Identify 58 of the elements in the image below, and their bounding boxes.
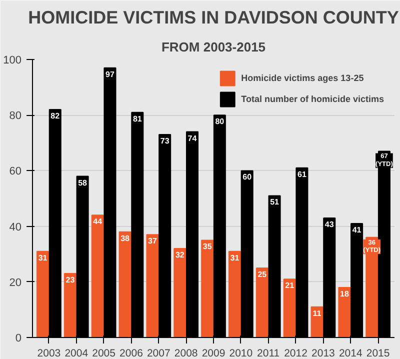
data-label: 37	[148, 236, 158, 246]
bar	[36, 250, 50, 338]
legend-label: Homicide victims ages 13-25	[241, 73, 364, 83]
data-label: 61	[297, 170, 307, 179]
x-tick-label: 2007	[146, 348, 170, 359]
data-label: 32	[175, 250, 185, 260]
x-tick-label: 2006	[120, 348, 144, 359]
y-tick-label: 60	[9, 166, 22, 178]
data-label: 31	[38, 253, 48, 262]
x-tick-label: 2012	[284, 348, 308, 359]
legend-label: Total number of homicide victims	[241, 94, 384, 104]
data-label: 31	[230, 253, 240, 262]
bar	[256, 268, 268, 338]
data-label: 18	[340, 289, 350, 298]
x-tick-label: 2009	[202, 348, 226, 359]
y-tick-label: 100	[3, 54, 22, 66]
bar	[146, 234, 159, 338]
x-tick-label: 2010	[229, 348, 253, 359]
y-tick-label: 20	[9, 276, 22, 289]
bar	[283, 278, 296, 338]
data-label: 82	[50, 112, 60, 121]
data-label: 97	[106, 70, 115, 79]
bar	[201, 240, 214, 338]
x-tick-label: 2015	[366, 348, 390, 359]
bar	[338, 286, 351, 338]
x-tick-label: 2013	[312, 348, 336, 359]
data-label: 44	[93, 217, 103, 226]
data-label: 58	[78, 178, 88, 188]
data-label: 41	[352, 226, 362, 235]
data-label: 25	[258, 270, 268, 279]
data-label: 81	[132, 114, 142, 124]
y-tick-label: 80	[9, 110, 22, 122]
y-tick-label: 0	[15, 332, 22, 344]
data-label: 80	[215, 117, 225, 126]
bar	[91, 214, 104, 338]
x-tick-label: 2014	[338, 348, 362, 359]
chart-subtitle: FROM 2003-2015	[161, 40, 266, 54]
data-label: 23	[66, 276, 76, 285]
data-label: 74	[188, 134, 198, 143]
x-tick-label: 2011	[257, 348, 280, 359]
bar	[64, 273, 76, 338]
bar	[228, 250, 242, 338]
data-label: 11	[312, 308, 322, 318]
x-tick-label: 2004	[64, 348, 88, 359]
y-tick-label: 40	[9, 221, 22, 234]
x-tick-label: 2003	[37, 348, 61, 359]
bar	[118, 231, 132, 338]
data-label: 51	[270, 198, 280, 207]
data-label: 38	[120, 234, 130, 243]
x-tick-label: 2005	[92, 348, 116, 359]
data-label: 43	[324, 220, 334, 229]
bar	[174, 248, 186, 338]
data-label: 21	[285, 281, 295, 290]
x-tick-label: 2008	[174, 348, 198, 359]
chart-title: HOMICIDE VICTIMS IN DAVIDSON COUNTY	[28, 8, 399, 28]
data-label: 35	[202, 242, 212, 252]
data-label: 60	[242, 172, 252, 182]
data-label: 73	[160, 136, 170, 146]
